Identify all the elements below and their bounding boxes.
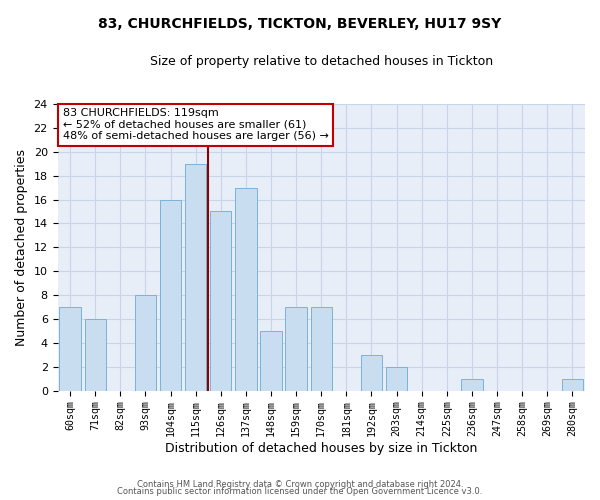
Bar <box>160 200 181 390</box>
Bar <box>311 307 332 390</box>
Bar <box>185 164 206 390</box>
Bar <box>210 212 232 390</box>
Text: Contains public sector information licensed under the Open Government Licence v3: Contains public sector information licen… <box>118 487 482 496</box>
Bar <box>461 379 482 390</box>
Bar <box>235 188 257 390</box>
Bar <box>59 307 81 390</box>
Text: Contains HM Land Registry data © Crown copyright and database right 2024.: Contains HM Land Registry data © Crown c… <box>137 480 463 489</box>
X-axis label: Distribution of detached houses by size in Tickton: Distribution of detached houses by size … <box>165 442 478 455</box>
Bar <box>85 319 106 390</box>
Title: Size of property relative to detached houses in Tickton: Size of property relative to detached ho… <box>150 55 493 68</box>
Bar <box>361 355 382 390</box>
Bar <box>286 307 307 390</box>
Text: 83 CHURCHFIELDS: 119sqm
← 52% of detached houses are smaller (61)
48% of semi-de: 83 CHURCHFIELDS: 119sqm ← 52% of detache… <box>63 108 329 142</box>
Text: 83, CHURCHFIELDS, TICKTON, BEVERLEY, HU17 9SY: 83, CHURCHFIELDS, TICKTON, BEVERLEY, HU1… <box>98 18 502 32</box>
Bar <box>135 295 156 390</box>
Bar <box>562 379 583 390</box>
Bar <box>260 331 282 390</box>
Y-axis label: Number of detached properties: Number of detached properties <box>15 149 28 346</box>
Bar <box>386 367 407 390</box>
